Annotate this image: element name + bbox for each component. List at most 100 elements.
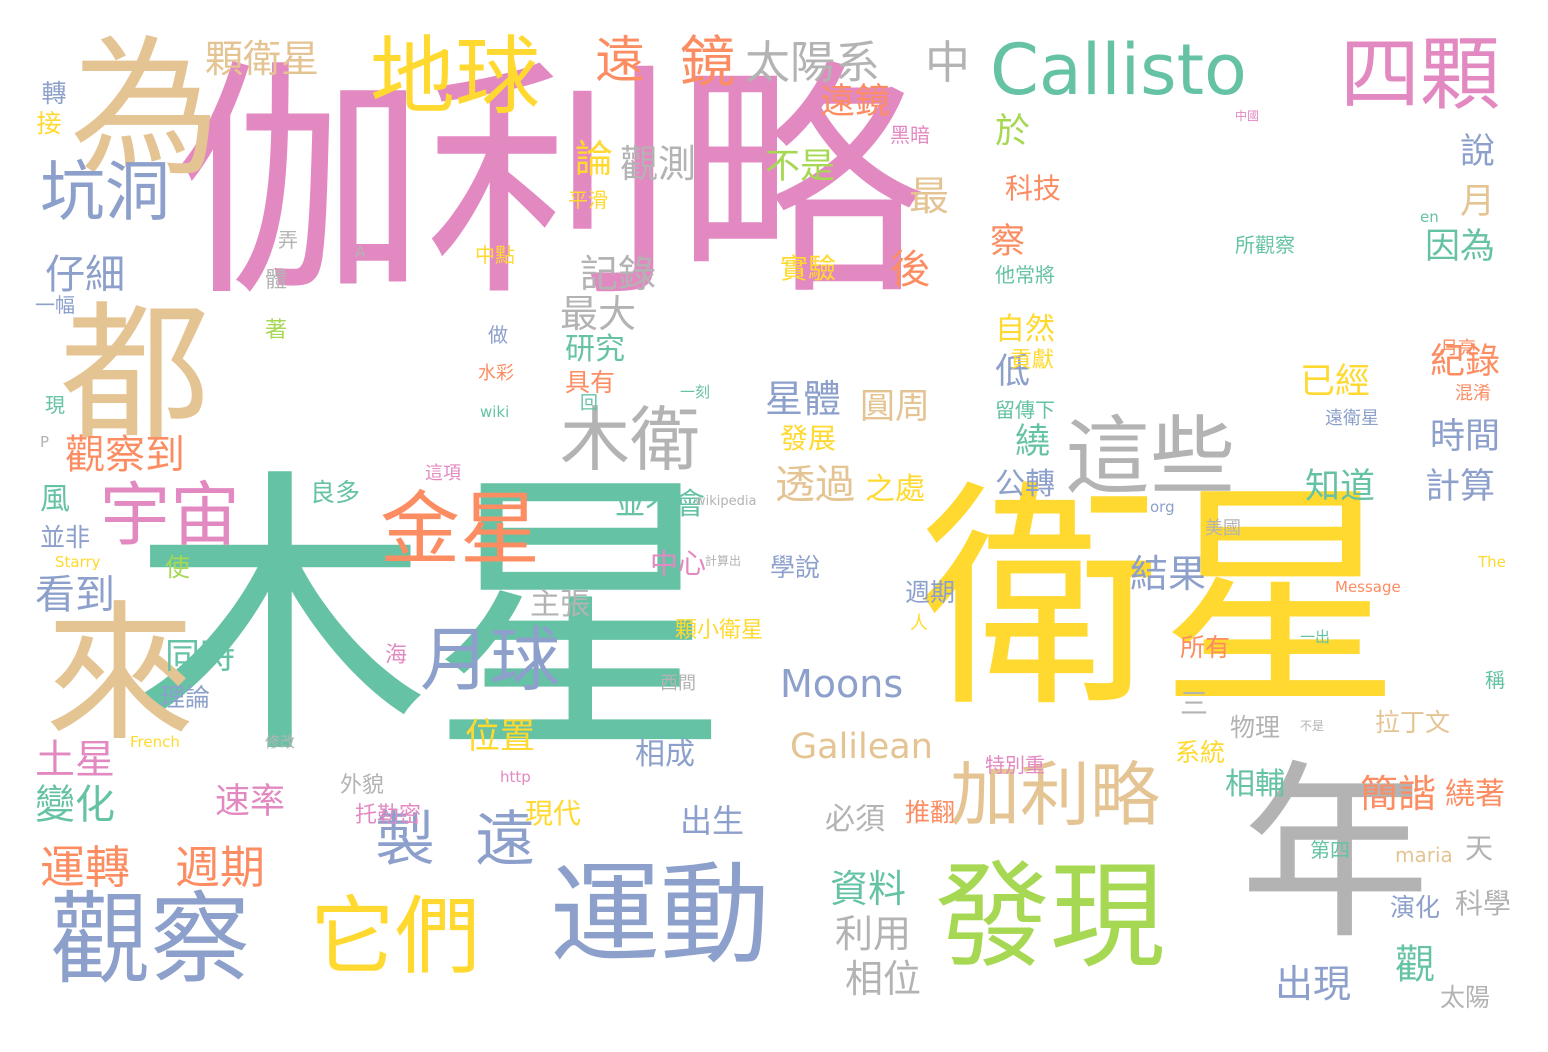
word: 相成: [635, 737, 695, 772]
word: 遠鏡: [820, 82, 891, 122]
word: 遠衛星: [1325, 408, 1379, 429]
word: 中國: [1235, 109, 1260, 123]
word: 說: [1460, 132, 1496, 172]
word: 宇宙: [100, 474, 240, 556]
word: 做: [488, 323, 508, 347]
word: 自然: [995, 312, 1055, 347]
word: 體: [265, 268, 288, 293]
word: 現代: [525, 797, 582, 830]
word: 觀測: [620, 142, 697, 186]
word: 衛星: [920, 460, 1401, 740]
word: French: [130, 733, 180, 751]
word: 簡諧: [1360, 772, 1437, 816]
word: 三: [1180, 687, 1209, 720]
word: 利用: [835, 912, 912, 956]
word: 計算出: [705, 554, 742, 568]
word: 已經: [1300, 362, 1371, 402]
word: 具有: [565, 368, 616, 397]
word: 出現: [1275, 962, 1352, 1006]
word: 年: [1240, 744, 1431, 965]
word: 變化: [35, 782, 115, 828]
word: 金星: [380, 483, 540, 576]
word: 混淆: [1455, 383, 1491, 404]
word: 觀察: [50, 881, 250, 998]
word: org: [1150, 498, 1175, 516]
word: 這項: [425, 463, 461, 484]
word: 相輔: [1225, 767, 1285, 802]
word: 系統: [1175, 738, 1226, 767]
word: 不是: [765, 147, 836, 187]
word: 月球: [420, 619, 560, 701]
word: 星體: [765, 377, 842, 421]
word: 美國: [1205, 518, 1241, 539]
word: 繞: [1015, 422, 1051, 462]
word: 為: [70, 23, 221, 197]
word: 看到: [35, 572, 115, 618]
word: 一出: [1300, 628, 1331, 646]
word: 計算: [1425, 467, 1496, 507]
word: 修改: [265, 733, 296, 751]
word: 人: [910, 613, 928, 634]
word: 月亮: [1440, 338, 1476, 359]
word: 察: [990, 222, 1026, 262]
word: 中心: [650, 547, 707, 580]
word: 仔細: [45, 252, 125, 298]
word: 良多: [310, 478, 361, 507]
word: 運轉: [40, 841, 131, 894]
word: 太陽: [1440, 983, 1491, 1012]
word: 透過: [775, 462, 855, 508]
word: 地球: [370, 28, 541, 127]
word: 遠: [475, 805, 535, 875]
word: The: [1478, 553, 1506, 571]
word: 留傳下: [995, 398, 1055, 422]
word: 接: [33, 110, 62, 135]
word: 拉丁文: [1375, 708, 1451, 737]
word: 紀錄: [1430, 342, 1501, 382]
word: 科學: [1455, 887, 1512, 920]
word: 轉: [38, 80, 67, 105]
word: 最: [902, 175, 948, 215]
word: en: [1420, 208, 1439, 226]
word: 水彩: [478, 363, 514, 384]
word: 速率: [215, 782, 286, 822]
word: 位置: [465, 717, 536, 757]
word: 這些: [1065, 408, 1236, 507]
word: 貢獻: [1010, 348, 1055, 373]
word: 它們: [310, 888, 481, 987]
word: 中點: [475, 243, 515, 267]
word: 於: [995, 112, 1031, 152]
word: 遠: [595, 31, 645, 89]
word: maria: [1395, 843, 1453, 867]
word: 所觀察: [1235, 233, 1295, 257]
word: Callisto: [990, 29, 1247, 111]
word: Starry: [55, 553, 101, 571]
word: 都: [60, 288, 211, 462]
word: 科技: [1005, 172, 1062, 205]
word: 顆小衛星: [675, 618, 764, 643]
word: 低: [995, 352, 1031, 392]
word: 使: [165, 553, 191, 582]
word: 西間: [660, 673, 696, 694]
word: 知道: [1305, 467, 1376, 507]
word: Galilean: [790, 727, 933, 767]
word: 稱: [1485, 668, 1505, 692]
word: 結果: [1130, 552, 1207, 596]
word: 研究: [565, 332, 625, 367]
word: Moons: [780, 662, 904, 706]
word: 月: [1460, 182, 1496, 222]
word: 之處: [865, 472, 925, 507]
word: 同時: [165, 637, 236, 677]
word: 一幅: [35, 293, 75, 317]
word: 記錄: [580, 252, 657, 296]
word: 後: [890, 247, 930, 293]
word: 觀: [1395, 942, 1435, 988]
word: 第四: [1310, 838, 1350, 862]
word: 伽利略: [175, 39, 925, 330]
word: Message: [1335, 578, 1401, 596]
word: 實驗: [780, 252, 837, 285]
word: 週期: [175, 841, 266, 894]
word: 運動: [550, 851, 770, 979]
word: 天: [1465, 832, 1494, 865]
word: 推翻: [905, 798, 956, 827]
